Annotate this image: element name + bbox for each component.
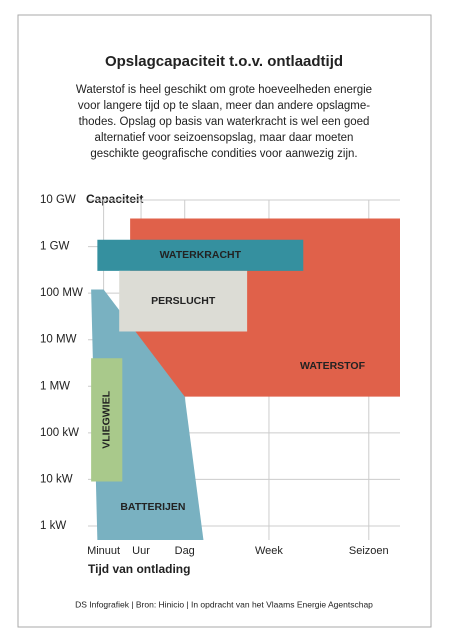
subtitle-line: Waterstof is heel geschikt om grote hoev… bbox=[76, 84, 372, 96]
subtitle-line: thodes. Opslag op basis van waterkracht … bbox=[79, 116, 370, 128]
y-tick-label: 1 kW bbox=[40, 520, 66, 532]
region bbox=[97, 239, 304, 271]
region bbox=[119, 270, 248, 332]
x-tick-label: Dag bbox=[175, 545, 195, 557]
y-tick-label: 10 GW bbox=[40, 194, 76, 206]
source: DS Infografiek | Bron: Hinicio | In opdr… bbox=[75, 599, 373, 609]
region-label: WATERSTOF bbox=[300, 360, 366, 372]
y-tick-label: 1 MW bbox=[40, 380, 70, 392]
x-tick-label: Minuut bbox=[87, 545, 120, 557]
x-tick-label: Uur bbox=[132, 545, 150, 557]
y-tick-label: 10 MW bbox=[40, 334, 77, 346]
region-label: BATTERIJEN bbox=[120, 501, 185, 513]
chart-title: Opslagcapaciteit t.o.v. ontlaadtijd bbox=[105, 53, 343, 70]
region-label: PERSLUCHT bbox=[151, 295, 216, 307]
region bbox=[91, 358, 123, 482]
region-label: VLIEGWIEL bbox=[101, 390, 113, 448]
y-tick-label: 100 kW bbox=[40, 427, 79, 439]
x-axis-label: Tijd van ontlading bbox=[88, 562, 190, 576]
region-label: WATERKRACHT bbox=[160, 249, 242, 261]
y-tick-label: 1 GW bbox=[40, 241, 70, 253]
subtitle-line: geschikte geografische condities voor aa… bbox=[90, 148, 357, 160]
x-tick-label: Week bbox=[255, 545, 283, 557]
y-tick-label: 100 MW bbox=[40, 287, 83, 299]
y-tick-label: 10 kW bbox=[40, 473, 73, 485]
subtitle-line: alternatief voor seizoensopslag, maar da… bbox=[95, 132, 354, 144]
y-axis-label: Capaciteit bbox=[86, 192, 143, 206]
subtitle-line: voor langere tijd op te slaan, meer dan … bbox=[78, 100, 370, 112]
x-tick-label: Seizoen bbox=[349, 545, 389, 557]
